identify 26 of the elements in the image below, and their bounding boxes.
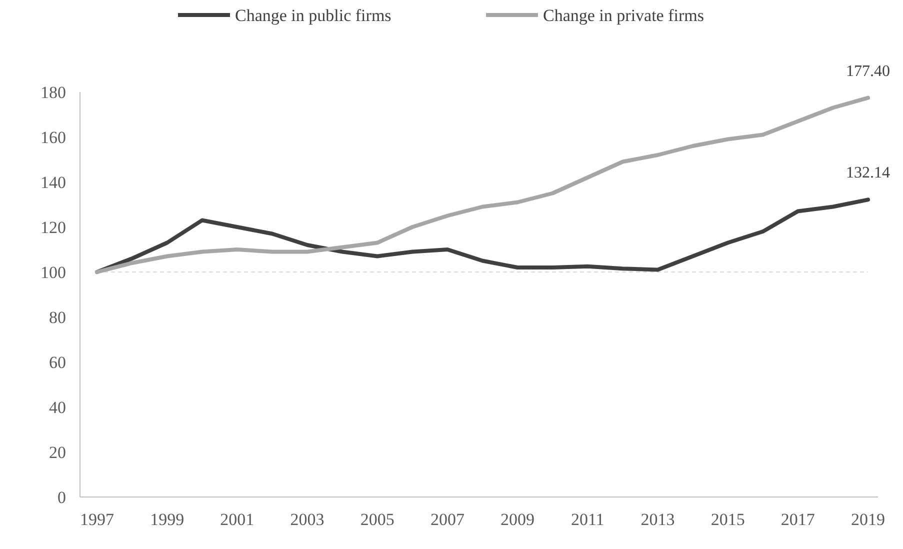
- y-tick-label: 100: [40, 262, 66, 282]
- x-tick-label: 2009: [500, 510, 535, 529]
- legend-label: Change in public firms: [235, 6, 392, 25]
- x-tick-label: 2017: [780, 510, 816, 529]
- y-tick-label: 20: [49, 442, 66, 462]
- x-tick-label: 2001: [220, 510, 254, 529]
- x-tick-label: 1999: [150, 510, 184, 529]
- y-tick-label: 140: [40, 172, 66, 192]
- x-tick-label: 2011: [570, 510, 604, 529]
- y-tick-label: 40: [49, 398, 66, 417]
- y-tick-label: 120: [40, 218, 66, 237]
- y-tick-label: 80: [49, 308, 66, 327]
- y-tick-label: 60: [49, 352, 66, 372]
- x-tick-label: 1997: [80, 510, 114, 529]
- data-label: 177.40: [846, 62, 890, 80]
- legend-label: Change in private firms: [543, 6, 704, 25]
- x-tick-label: 2013: [640, 510, 675, 529]
- x-tick-label: 2015: [710, 510, 745, 529]
- x-tick-label: 2019: [851, 510, 885, 529]
- x-tick-label: 2003: [290, 510, 324, 529]
- x-tick-label: 2005: [360, 510, 394, 529]
- y-tick-label: 0: [58, 488, 66, 507]
- x-tick-label: 2007: [430, 510, 465, 529]
- data-label: 132.14: [846, 164, 890, 182]
- y-tick-label: 160: [40, 128, 66, 147]
- y-tick-label: 180: [40, 82, 66, 102]
